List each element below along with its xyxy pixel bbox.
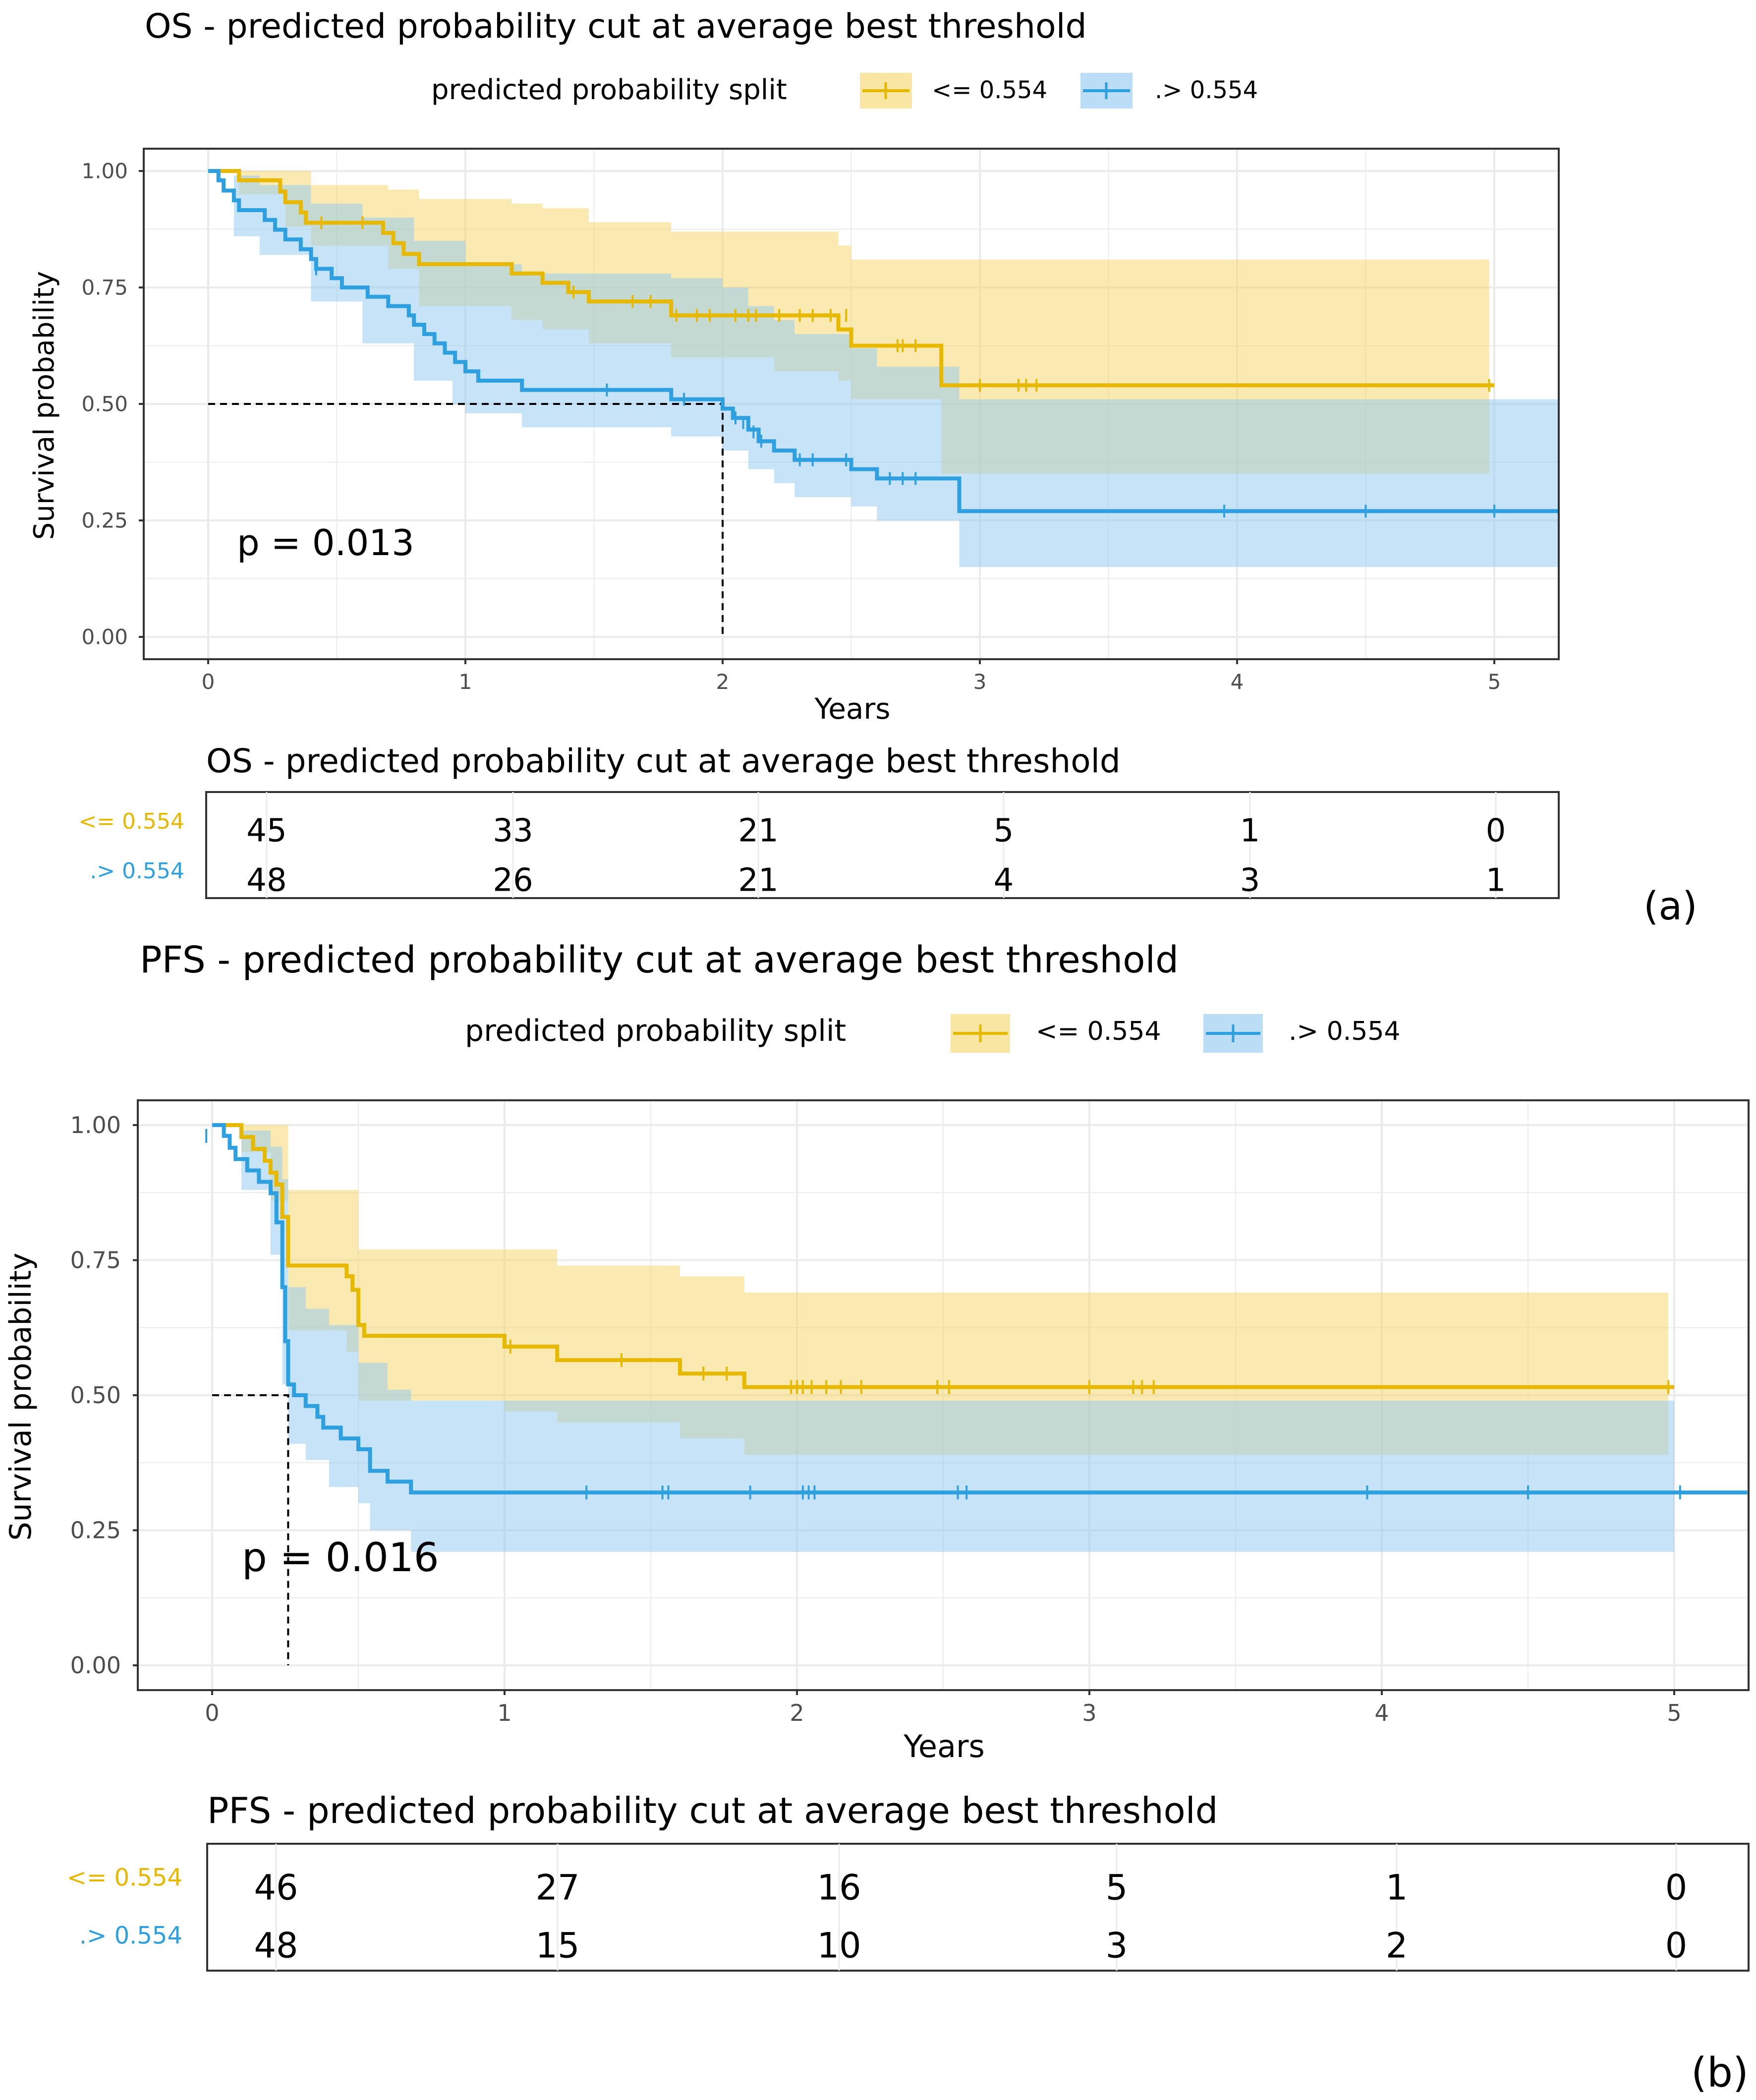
- pfs-risk-value: 0: [1665, 1926, 1688, 1966]
- os-x-tick-label: 2: [716, 670, 730, 694]
- os-plot-panel: 0.00 0.25 0.50 0.75 1.00 0 1 2 3 4 5: [81, 148, 1560, 694]
- os-x-tick-label: 0: [202, 670, 215, 694]
- pfs-x-tick-label: 2: [790, 1700, 804, 1726]
- os-risk-value: 26: [493, 862, 533, 899]
- pfs-x-tick-label: 4: [1374, 1700, 1389, 1726]
- pfs-risk-value: 2: [1386, 1926, 1408, 1966]
- os-ci-band-high: [208, 171, 1559, 567]
- pfs-risk-value: 48: [254, 1926, 298, 1966]
- pfs-risk-value: 5: [1106, 1868, 1128, 1908]
- pfs-risk-table: <= 0.554 46 27 16 5 1 0.> 0.554 48 15 10 3 2 0: [67, 1843, 1750, 1972]
- os-y-axis-label: Survival probability: [28, 271, 60, 540]
- pfs-risk-row-label: .> 0.554: [79, 1922, 182, 1950]
- pfs-risk-value: 27: [535, 1868, 579, 1908]
- pfs-legend-label-high: .> 0.554: [1289, 1017, 1401, 1046]
- os-ci-band-low: [208, 171, 1489, 474]
- pfs-legend-title: predicted probability split: [465, 1014, 846, 1048]
- os-y-tick-label: 0.25: [81, 509, 128, 533]
- os-chart-title: OS - predicted probability cut at averag…: [145, 7, 1087, 46]
- os-risk-value: 1: [1486, 862, 1506, 899]
- pfs-x-tick-label: 0: [205, 1700, 219, 1726]
- pfs-legend-label-low: <= 0.554: [1036, 1017, 1161, 1046]
- os-legend-label-low: <= 0.554: [932, 76, 1047, 104]
- os-risk-value: 48: [246, 862, 286, 899]
- os-risk-row-label: .> 0.554: [90, 858, 184, 884]
- os-y-tick-label: 0.75: [81, 276, 128, 300]
- pfs-pvalue: p = 0.016: [242, 1534, 439, 1581]
- pfs-legend: predicted probability split <= 0.554 .> …: [465, 1014, 1401, 1053]
- pfs-risk-table-border: [206, 1843, 1750, 1972]
- pfs-x-axis-label: Years: [903, 1728, 985, 1764]
- os-x-tick-label: 3: [973, 670, 987, 694]
- os-risk-value: 21: [738, 812, 778, 849]
- os-legend-label-high: .> 0.554: [1155, 76, 1258, 104]
- pfs-risk-value: 15: [535, 1926, 579, 1966]
- os-x-axis-label: Years: [814, 692, 890, 726]
- pfs-y-axis-label: Survival probability: [3, 1252, 38, 1540]
- os-risk-value: 5: [994, 812, 1014, 849]
- figure-label-a: (a): [1643, 884, 1698, 929]
- pfs-chart-title: PFS - predicted probability cut at avera…: [140, 939, 1179, 981]
- os-risk-value: 21: [738, 862, 778, 899]
- os-y-tick-label: 0.50: [81, 392, 128, 416]
- os-risk-value: 3: [1240, 862, 1260, 899]
- os-risk-value: 45: [246, 812, 286, 849]
- os-x-tick-label: 5: [1488, 670, 1501, 694]
- os-risk-row-label: <= 0.554: [78, 809, 184, 834]
- os-y-tick-label: 0.00: [81, 625, 128, 649]
- pfs-risk-value: 16: [817, 1868, 861, 1908]
- pfs-risk-table-title: PFS - predicted probability cut at avera…: [207, 1790, 1218, 1831]
- os-risk-table-title: OS - predicted probability cut at averag…: [206, 742, 1121, 780]
- os-curve-low: [208, 169, 1494, 388]
- pfs-y-tick-label: 0.25: [70, 1517, 121, 1544]
- os-legend-title: predicted probability split: [431, 74, 787, 106]
- pfs-curve-high: [212, 1123, 1748, 1495]
- pfs-x-tick-label: 3: [1082, 1700, 1096, 1726]
- os-risk-value: 33: [493, 812, 533, 849]
- os-risk-table: <= 0.554 45 33 21 5 1 0 .> 0.554 48 26 21 4 3 1: [78, 791, 1560, 899]
- os-pvalue: p = 0.013: [237, 522, 414, 564]
- pfs-risk-value: 3: [1106, 1926, 1128, 1966]
- pfs-risk-value: 46: [254, 1868, 298, 1908]
- pfs-ci-band-low: [212, 1125, 1669, 1455]
- os-figure: OS - predicted probability cut at averag…: [28, 7, 1698, 929]
- pfs-median-guide: [212, 1394, 289, 1665]
- os-curve-high: [208, 169, 1559, 513]
- pfs-risk-row-label: <= 0.554: [67, 1864, 182, 1892]
- pfs-plot-panel: 0.00 0.25 0.50 0.75 1.00 0 1 2 3 4 5: [70, 1099, 1750, 1726]
- figure-label-b: (b): [1691, 2049, 1749, 2097]
- pfs-y-tick-label: 0.75: [70, 1247, 121, 1274]
- os-x-tick-label: 1: [459, 670, 472, 694]
- pfs-y-tick-label: 1.00: [70, 1112, 121, 1138]
- pfs-figure: PFS - predicted probability cut at avera…: [3, 939, 1750, 2097]
- pfs-risk-value: 1: [1386, 1868, 1408, 1908]
- os-risk-value: 0: [1486, 812, 1506, 849]
- os-legend: predicted probability split <= 0.554 .> …: [431, 73, 1258, 109]
- pfs-risk-value: 0: [1665, 1868, 1688, 1908]
- pfs-curve-low: [212, 1123, 1674, 1389]
- os-risk-table-border: [205, 791, 1560, 899]
- pfs-x-tick-label: 1: [497, 1700, 511, 1726]
- os-risk-value: 4: [994, 862, 1014, 899]
- os-risk-value: 1: [1240, 812, 1260, 849]
- pfs-y-tick-label: 0.00: [70, 1652, 121, 1679]
- pfs-risk-value: 10: [817, 1926, 861, 1966]
- os-x-tick-label: 4: [1231, 670, 1244, 694]
- pfs-x-tick-label: 5: [1667, 1700, 1681, 1726]
- os-y-tick-label: 1.00: [81, 159, 128, 183]
- pfs-y-tick-label: 0.50: [70, 1382, 121, 1409]
- pfs-ci-band-high: [212, 1125, 1674, 1552]
